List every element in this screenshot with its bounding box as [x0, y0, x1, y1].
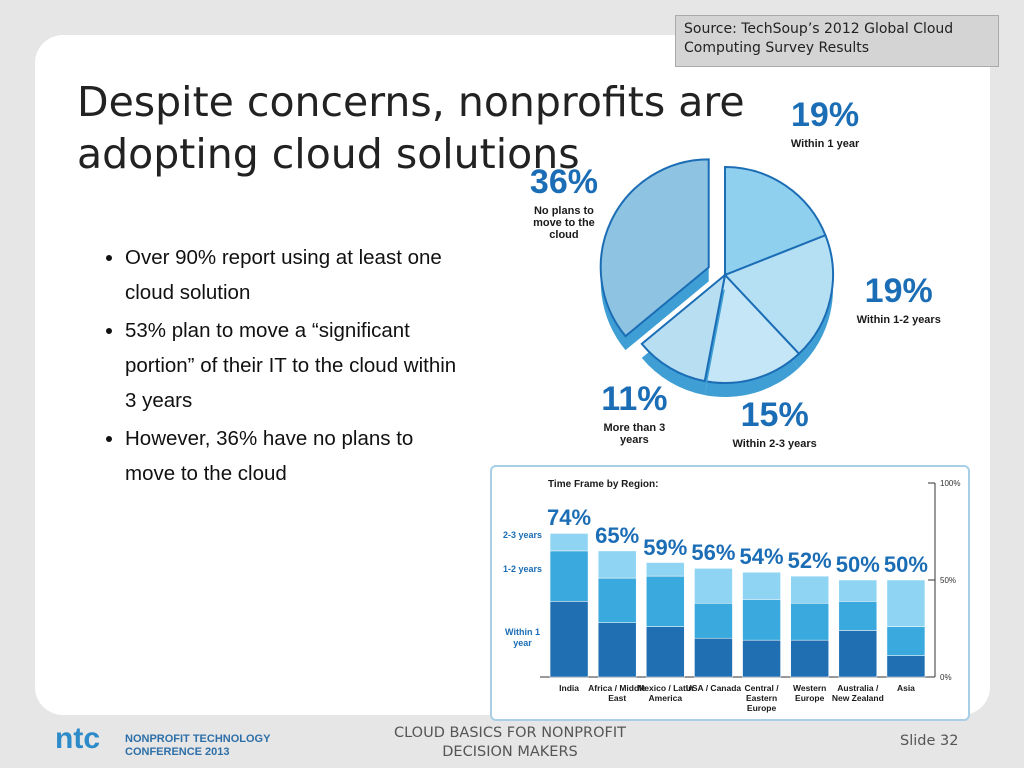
x-tick-label: Asia	[896, 683, 915, 693]
bar-segment	[838, 601, 878, 631]
footer-title: CLOUD BASICS FOR NONPROFIT DECISION MAKE…	[393, 725, 627, 760]
logo-line: CONFERENCE 2013	[125, 746, 230, 758]
x-tick-label: Mexico / Latin America	[637, 683, 694, 703]
logo-text: NONPROFIT TECHNOLOGY CONFERENCE 2013	[125, 733, 270, 759]
bar-segment	[597, 550, 637, 579]
x-tick-label: Western Europe	[792, 683, 827, 703]
bar-segment	[742, 639, 781, 678]
bar-segment	[646, 626, 685, 678]
bar-segment	[838, 630, 878, 678]
pie-slice	[724, 165, 827, 277]
x-tick-label: India	[559, 683, 579, 693]
logo-mark: ntc	[55, 722, 100, 755]
x-tick-label: USA / Canada	[685, 683, 742, 693]
total-label: 54%	[739, 544, 784, 570]
legend-label: 1-2 years	[502, 564, 543, 575]
slide-title: Despite concerns, nonprofits are adoptin…	[77, 78, 745, 178]
bar-segment	[694, 637, 733, 678]
x-tick-label: Australia / New Zealand	[831, 683, 884, 703]
pie-category-label: Within 1 year	[790, 138, 860, 151]
x-tick-label: Central / Eastern Europe	[744, 683, 779, 713]
bar-segment	[886, 655, 926, 678]
bar-segment	[597, 577, 637, 623]
bar-segment	[790, 575, 829, 604]
pie-category-label: More than 3 years	[603, 421, 666, 446]
bar-segment	[549, 601, 589, 678]
pie-slice	[599, 158, 710, 338]
y-tick-label: 0%	[940, 673, 952, 682]
bullet: Over 90% report using at least one cloud…	[125, 240, 465, 310]
bar-segment	[646, 575, 685, 627]
bar-segment	[790, 603, 829, 641]
pie-value-label: 36%	[529, 163, 598, 202]
pie-value-label: 19%	[791, 96, 860, 135]
legend-label: 2-3 years	[502, 530, 543, 541]
y-tick-label: 100%	[940, 479, 960, 488]
bar-segment	[838, 579, 878, 602]
pie-category-label: No plans to move to the cloud	[533, 205, 595, 242]
pie-slice	[703, 272, 801, 384]
logo-line: NONPROFIT TECHNOLOGY	[125, 733, 271, 745]
total-label: 65%	[595, 522, 640, 548]
bar-segment	[597, 622, 637, 678]
legend-label: Within 1 year	[505, 627, 540, 649]
total-label: 74%	[547, 505, 592, 531]
bar-segment	[886, 579, 926, 627]
bar-segment	[694, 603, 733, 639]
bar-segment	[742, 571, 781, 600]
slide-number: Slide 32	[900, 733, 959, 749]
bar-segment	[694, 568, 733, 604]
total-label: 59%	[643, 534, 688, 560]
source-note: Source: TechSoup’s 2012 Global Cloud Com…	[675, 15, 999, 67]
pie-category-label: Within 1-2 years	[856, 313, 941, 326]
bullet: 53% plan to move a “significant portion”…	[125, 313, 465, 418]
total-label: 56%	[691, 540, 736, 566]
bar-segment	[549, 550, 589, 602]
y-tick-label: 50%	[940, 576, 956, 585]
pie-value-label: 15%	[740, 396, 809, 435]
bar-segment	[790, 639, 829, 678]
bar-segment	[742, 599, 781, 641]
bullet: However, 36% have no plans to move to th…	[125, 421, 465, 491]
x-tick-label: Africa / Middle East	[588, 683, 647, 703]
pie-value-label: 19%	[864, 271, 933, 310]
pie-slice	[640, 272, 727, 383]
total-label: 50%	[883, 552, 928, 577]
bar-segment	[549, 533, 589, 552]
pie-value-label: 11%	[601, 379, 668, 418]
bar-chart-title: Time Frame by Region:	[548, 479, 659, 490]
pie-category-label: Within 2-3 years	[732, 438, 817, 451]
bar-segment	[646, 562, 685, 577]
total-label: 52%	[787, 548, 832, 574]
bullet-list: Over 90% report using at least one cloud…	[90, 240, 465, 494]
total-label: 50%	[835, 552, 880, 577]
pie-slice	[723, 233, 834, 356]
bar-segment	[886, 626, 926, 656]
